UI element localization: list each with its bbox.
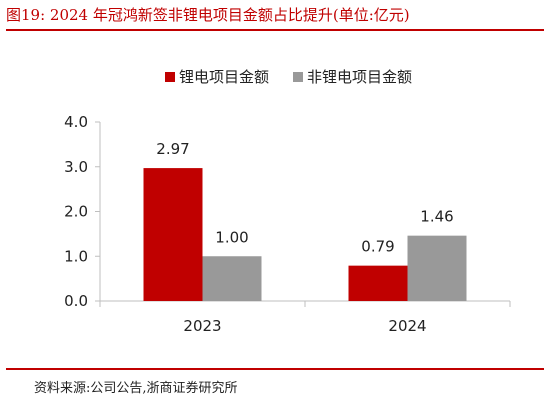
bar-non-lithium-2023 xyxy=(202,256,262,301)
data-label: 1.46 xyxy=(420,208,453,226)
bar-lithium-2024 xyxy=(348,265,408,301)
y-tick-label: 2.0 xyxy=(64,203,88,221)
axes: 0.0 1.0 2.0 3.0 4.0 2023 2024 xyxy=(64,113,511,335)
legend: 锂电项目金额 非锂电项目金额 xyxy=(165,68,412,86)
y-tick-label: 4.0 xyxy=(64,113,88,131)
source-rule xyxy=(6,368,544,370)
legend-label: 锂电项目金额 xyxy=(179,68,269,86)
y-tick-label: 0.0 xyxy=(64,292,88,310)
y-tick-label: 3.0 xyxy=(64,158,88,176)
bar-non-lithium-2024 xyxy=(407,235,467,301)
title-rule xyxy=(6,29,544,31)
x-tick-label: 2023 xyxy=(183,317,221,335)
legend-swatch xyxy=(165,72,175,82)
data-labels: 2.97 1.00 0.79 1.46 xyxy=(156,140,453,256)
legend-swatch xyxy=(293,72,303,82)
legend-label: 非锂电项目金额 xyxy=(307,68,412,86)
figure-title: 图19: 2024 年冠鸿新签非锂电项目金额占比提升(单位:亿元) xyxy=(6,6,410,24)
data-label: 1.00 xyxy=(215,228,248,246)
data-label: 2.97 xyxy=(156,140,189,158)
y-tick-label: 1.0 xyxy=(64,247,88,265)
bars xyxy=(143,168,467,301)
bar-lithium-2023 xyxy=(143,168,203,301)
x-tick-label: 2024 xyxy=(388,317,426,335)
source-note: 资料来源:公司公告,浙商证券研究所 xyxy=(34,381,238,396)
data-label: 0.79 xyxy=(361,238,394,256)
